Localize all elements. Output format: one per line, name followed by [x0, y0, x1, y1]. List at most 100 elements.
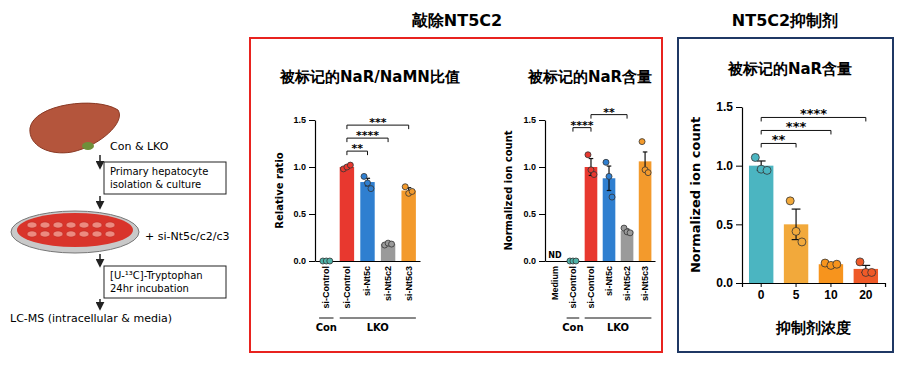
x-tick: si-Nt5c2	[622, 261, 632, 301]
workflow: Con & LKOPrimary hepatocyteisolation & c…	[10, 103, 230, 325]
x-axis-line	[743, 284, 886, 288]
y-tick-label: 1.5	[716, 100, 733, 114]
annotation: ND	[548, 251, 562, 260]
y-tick-label: 0.5	[716, 218, 733, 232]
bar	[585, 167, 598, 261]
plot-marks	[749, 153, 878, 283]
arrow	[99, 155, 101, 168]
dish-medium	[17, 213, 133, 247]
arrow	[99, 196, 101, 208]
y-tick-label: 1.5	[523, 115, 536, 125]
cell-icon	[66, 222, 76, 228]
y-tick: 0.5	[523, 209, 545, 219]
y-tick-mark	[539, 167, 545, 168]
y-axis-title: Relative ratio	[274, 152, 285, 229]
x-tick-label: si-Nt5c3	[404, 266, 414, 301]
y-tick-mark	[309, 214, 315, 215]
cell-icon	[53, 231, 63, 237]
sig-label: ****	[570, 119, 593, 132]
y-tick-mark	[736, 107, 742, 108]
chart-title: 被标记的NaR/NaMN比值	[279, 68, 460, 86]
y-tick-mark	[736, 283, 742, 284]
cell-icon	[92, 222, 102, 228]
x-axis: si-Controlsi-Controlsi-Nt5csi-Nt5c2si-Nt…	[316, 261, 421, 309]
step-box	[104, 266, 226, 298]
error-bar	[365, 178, 370, 186]
sig-label: **	[772, 132, 786, 147]
y-tick: 1.0	[716, 159, 742, 173]
group-label: Con	[562, 322, 583, 333]
cell-icon	[40, 231, 50, 237]
group-label: LKO	[607, 322, 629, 333]
x-tick-label: si-Nt5c	[604, 266, 614, 296]
cell-icon	[79, 231, 89, 237]
y-tick: 1.5	[293, 115, 315, 125]
error-cap	[643, 151, 648, 152]
step-text: 24hr incubation	[110, 283, 189, 294]
sig-label: ****	[800, 106, 827, 121]
data-point	[389, 241, 395, 247]
y-tick: 0.0	[293, 256, 315, 266]
bar	[854, 269, 878, 283]
bar	[603, 178, 616, 261]
data-point	[402, 184, 408, 190]
data-point	[606, 173, 612, 179]
chart-title: 被标记的NaR含量	[727, 60, 852, 78]
y-tick-label: 0.0	[716, 276, 733, 290]
x-tick: 5	[793, 283, 800, 302]
y-tick-label: 0.0	[523, 256, 536, 266]
data-point	[591, 172, 597, 178]
y-tick-mark	[736, 224, 742, 225]
y-axis-title: Normalized ion count	[503, 130, 514, 250]
data-point	[368, 186, 374, 192]
y-tick-mark	[539, 120, 545, 121]
y-tick-label: 0.0	[293, 256, 306, 266]
x-axis: 0 5 10 20	[743, 283, 886, 302]
y-tick: 1.0	[293, 162, 315, 172]
x-tick-mark	[830, 283, 831, 287]
workflow-label: Con & LKO	[110, 140, 169, 153]
chart: 被标记的NaR/NaMN比值 Relative ratio 0.0 0.5 1.0 1.5…	[274, 68, 460, 333]
x-tick: 10	[824, 283, 838, 302]
bar	[639, 161, 652, 261]
x-tick-mark	[761, 283, 762, 287]
panel-frame	[678, 38, 893, 352]
group-line	[567, 318, 580, 319]
y-axis-line	[315, 121, 316, 262]
data-point	[361, 173, 367, 179]
sig-label: **	[603, 106, 615, 119]
treatment-text: + si-Nt5c/c2/c3	[145, 230, 230, 243]
y-tick-mark	[309, 120, 315, 121]
data-point	[798, 238, 806, 246]
y-tick-label: 0.5	[523, 209, 536, 219]
error-bar	[792, 209, 801, 240]
x-tick-label: 20	[859, 288, 873, 302]
panel-title: NT5C2抑制剂	[732, 11, 838, 30]
error-bar	[607, 166, 612, 190]
dish-outer	[11, 211, 139, 253]
y-axis-line	[545, 121, 546, 262]
cell-icon	[40, 222, 50, 228]
sig-label: ***	[786, 119, 807, 134]
y-tick: 1.5	[523, 115, 545, 125]
y-tick-mark	[309, 261, 315, 262]
y-tick: 1.5	[716, 100, 742, 114]
step-box	[104, 162, 226, 194]
x-tick: si-Control	[342, 261, 352, 309]
data-point	[645, 170, 651, 176]
y-tick-label: 0.5	[293, 209, 306, 219]
error-cap	[792, 208, 801, 209]
step-text: Primary hepatocyte	[110, 166, 208, 177]
x-tick-label: 0	[758, 288, 765, 302]
bar	[340, 167, 354, 261]
y-axis-line	[742, 108, 743, 284]
x-tick-label: si-Control	[586, 266, 596, 309]
arrow	[99, 299, 101, 309]
data-point	[868, 268, 876, 276]
cell-icon	[79, 222, 89, 228]
bar	[360, 182, 374, 261]
plot-marks	[320, 162, 416, 264]
y-tick-mark	[539, 214, 545, 215]
y-tick: 0.0	[716, 276, 742, 290]
group-label: Con	[316, 322, 337, 333]
